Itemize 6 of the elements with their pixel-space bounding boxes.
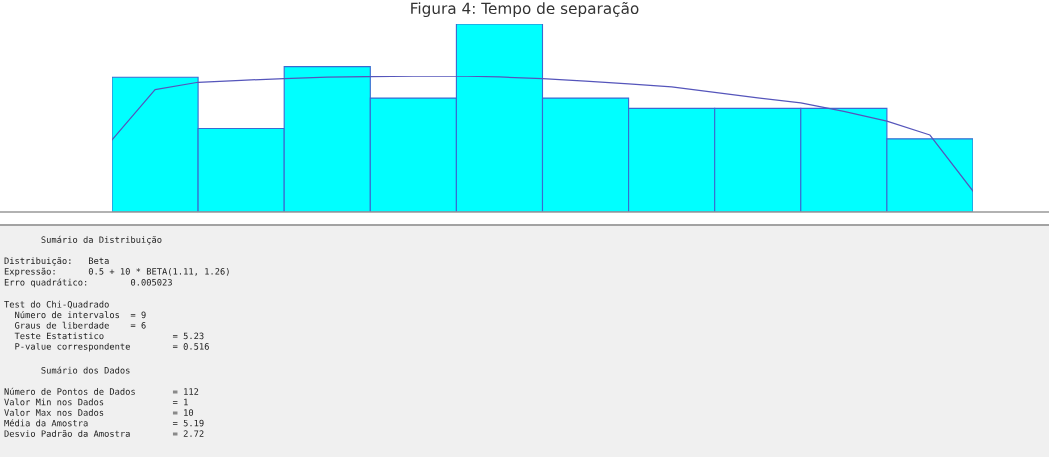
text: Sumário dos Dados — [41, 366, 130, 374]
chart-title: Figura 4: Tempo de separação — [411, 2, 639, 18]
text: Distribuição: Beta Expressão: 0.5 + 10 * BETA(1.11, 1.26) Erro quadrático: 0.005023 — [4, 257, 229, 288]
text: Test do Chi-Quadrado Número de intervalos = 9 Graus de liberdade = 6 Teste Estatistico = 5.23 P-value correspondente = 0.516 — [4, 300, 209, 352]
text: Sumário da Distribuição — [41, 235, 162, 245]
text: Número de Pontos de Dados = 112 Valor Min nos Dados = 1 Valor Max nos Dados = 10 Média da Amostra = 5.19 Desvio Padrão da Amostra = 2.72 — [4, 387, 204, 437]
